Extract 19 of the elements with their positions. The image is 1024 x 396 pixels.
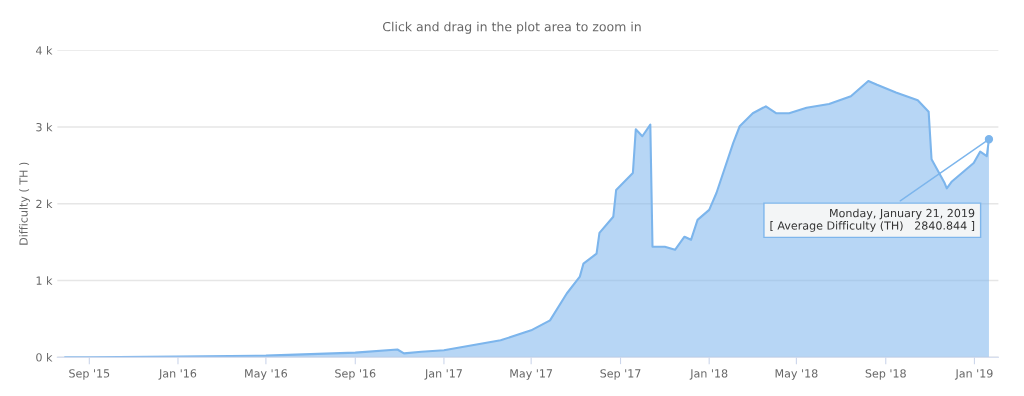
y-tick-label: 2 k bbox=[36, 199, 53, 208]
y-tick-label: 3 k bbox=[36, 122, 53, 132]
x-tick-label: Jan '18 bbox=[689, 369, 728, 380]
x-tick-label: Sep '15 bbox=[69, 369, 110, 380]
x-tick-label: Jan '19 bbox=[954, 369, 993, 380]
x-tick-label: May '18 bbox=[775, 369, 818, 380]
x-tick-label: Jan '16 bbox=[158, 369, 197, 380]
x-tick-label: Sep '16 bbox=[335, 369, 376, 380]
y-axis-title: Difficulty ( TH ) bbox=[19, 162, 30, 245]
x-tick-label: Sep '18 bbox=[865, 369, 906, 380]
x-tick-label: May '16 bbox=[245, 369, 288, 380]
y-tick-label: 1 k bbox=[36, 276, 53, 285]
y-tick-label: 4 k bbox=[35, 46, 53, 55]
x-tick-label: Jan '17 bbox=[424, 369, 462, 380]
x-tick-label: May '17 bbox=[510, 369, 553, 380]
y-tick-label: 0 k bbox=[36, 352, 53, 362]
annotation: Monday, January 21, 2019 [ Average Difficulty (TH) 2840.844 ] bbox=[770, 208, 975, 232]
x-tick-label: Sep '17 bbox=[600, 369, 641, 380]
chart-subtitle: Click and drag in the plot area to zoom in bbox=[382, 21, 641, 34]
